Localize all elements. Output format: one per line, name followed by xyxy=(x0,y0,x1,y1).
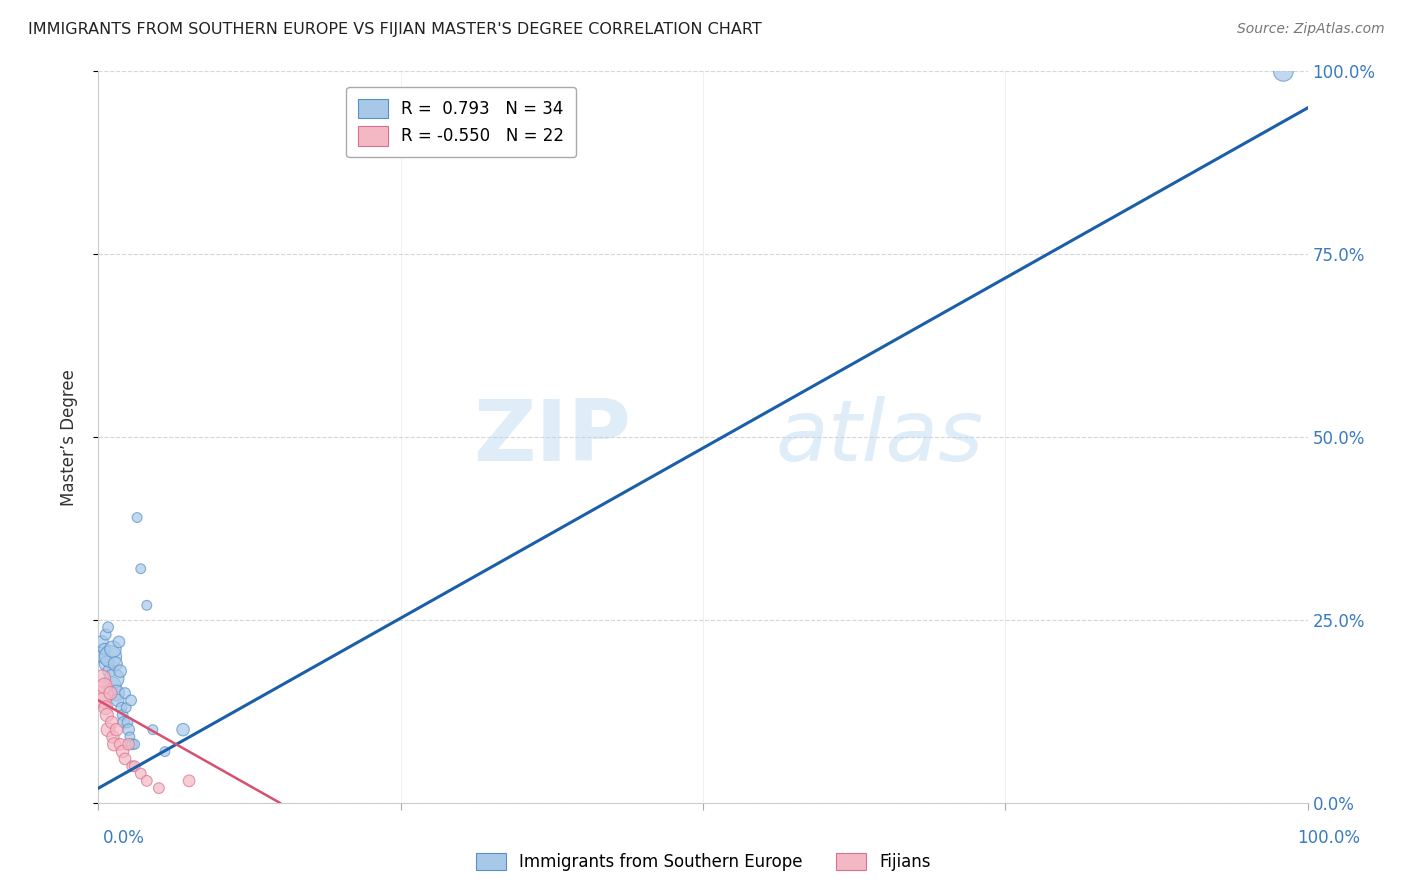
Point xyxy=(100,686,122,700)
Point xyxy=(118,730,141,744)
Point xyxy=(97,723,120,737)
Point xyxy=(105,686,128,700)
Point xyxy=(172,723,194,737)
Point xyxy=(97,620,120,634)
Point xyxy=(94,700,117,714)
Point xyxy=(101,730,124,744)
Point xyxy=(1272,64,1295,78)
Point xyxy=(118,723,141,737)
Point xyxy=(135,599,157,613)
Point xyxy=(100,649,122,664)
Text: IMMIGRANTS FROM SOUTHERN EUROPE VS FIJIAN MASTER'S DEGREE CORRELATION CHART: IMMIGRANTS FROM SOUTHERN EUROPE VS FIJIA… xyxy=(28,22,762,37)
Point xyxy=(129,562,152,576)
Text: 100.0%: 100.0% xyxy=(1298,829,1360,847)
Point xyxy=(100,679,122,693)
Point xyxy=(124,737,146,751)
Point xyxy=(108,664,131,678)
Point xyxy=(101,642,124,657)
Point xyxy=(90,686,112,700)
Point xyxy=(108,635,131,649)
Point xyxy=(91,693,114,707)
Legend: R =  0.793   N = 34, R = -0.550   N = 22: R = 0.793 N = 34, R = -0.550 N = 22 xyxy=(346,87,576,157)
Point xyxy=(96,708,118,723)
Point xyxy=(104,657,127,671)
Point xyxy=(107,693,129,707)
Point xyxy=(153,745,176,759)
Point xyxy=(108,737,131,751)
Point xyxy=(142,723,165,737)
Point xyxy=(120,693,142,707)
Point xyxy=(110,700,132,714)
Point xyxy=(91,649,114,664)
Legend: Immigrants from Southern Europe, Fijians: Immigrants from Southern Europe, Fijians xyxy=(467,845,939,880)
Point xyxy=(114,686,136,700)
Point xyxy=(103,737,125,751)
Point xyxy=(127,510,149,524)
Point xyxy=(94,627,117,641)
Point xyxy=(135,773,157,788)
Text: Source: ZipAtlas.com: Source: ZipAtlas.com xyxy=(1237,22,1385,37)
Y-axis label: Master’s Degree: Master’s Degree xyxy=(59,368,77,506)
Point xyxy=(115,700,138,714)
Point xyxy=(129,766,152,780)
Point xyxy=(93,642,115,657)
Point xyxy=(148,781,170,796)
Point xyxy=(103,672,125,686)
Text: 0.0%: 0.0% xyxy=(103,829,145,847)
Point xyxy=(98,664,121,678)
Point xyxy=(96,657,118,671)
Point xyxy=(93,679,115,693)
Point xyxy=(117,715,139,730)
Point xyxy=(91,672,114,686)
Point xyxy=(111,745,134,759)
Point xyxy=(124,759,146,773)
Point xyxy=(121,737,143,751)
Text: ZIP: ZIP xyxy=(472,395,630,479)
Point xyxy=(112,715,135,730)
Text: atlas: atlas xyxy=(776,395,984,479)
Point xyxy=(114,752,136,766)
Point xyxy=(111,708,134,723)
Point xyxy=(91,635,114,649)
Point xyxy=(100,715,122,730)
Point xyxy=(118,737,141,751)
Point xyxy=(179,773,201,788)
Point xyxy=(105,723,128,737)
Point xyxy=(121,759,143,773)
